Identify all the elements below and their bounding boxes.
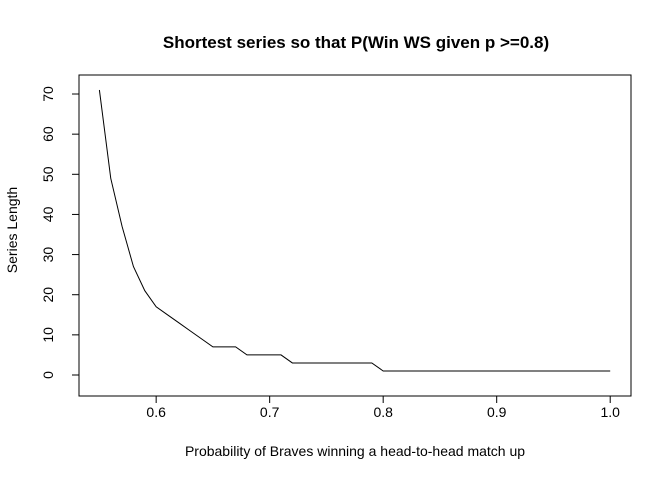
series-layer (98, 89, 611, 372)
y-tick-label: 0 (40, 371, 56, 379)
y-tick-label: 40 (40, 206, 56, 222)
plot-frame (78, 74, 632, 397)
series-line (98, 89, 611, 372)
chart-title: Shortest series so that P(Win WS given p… (163, 33, 549, 52)
x-tick-label: 0.7 (260, 404, 280, 420)
x-tick-label: 1.0 (600, 404, 620, 420)
x-axis: 0.6 0.7 0.8 0.9 1.0 (146, 395, 620, 420)
x-tick-label: 0.6 (146, 404, 166, 420)
y-tick-label: 70 (40, 86, 56, 102)
y-axis: 0 10 20 30 40 50 60 70 (40, 86, 80, 379)
x-axis-label: Probability of Braves winning a head-to-… (185, 443, 525, 459)
y-tick-label: 20 (40, 287, 56, 303)
y-axis-label: Series Length (4, 187, 20, 273)
y-tick-label: 10 (40, 327, 56, 343)
x-tick-label: 0.9 (487, 404, 507, 420)
y-tick-label: 30 (40, 247, 56, 263)
y-tick-label: 60 (40, 126, 56, 142)
x-tick-label: 0.8 (373, 404, 393, 420)
y-tick-label: 50 (40, 166, 56, 182)
